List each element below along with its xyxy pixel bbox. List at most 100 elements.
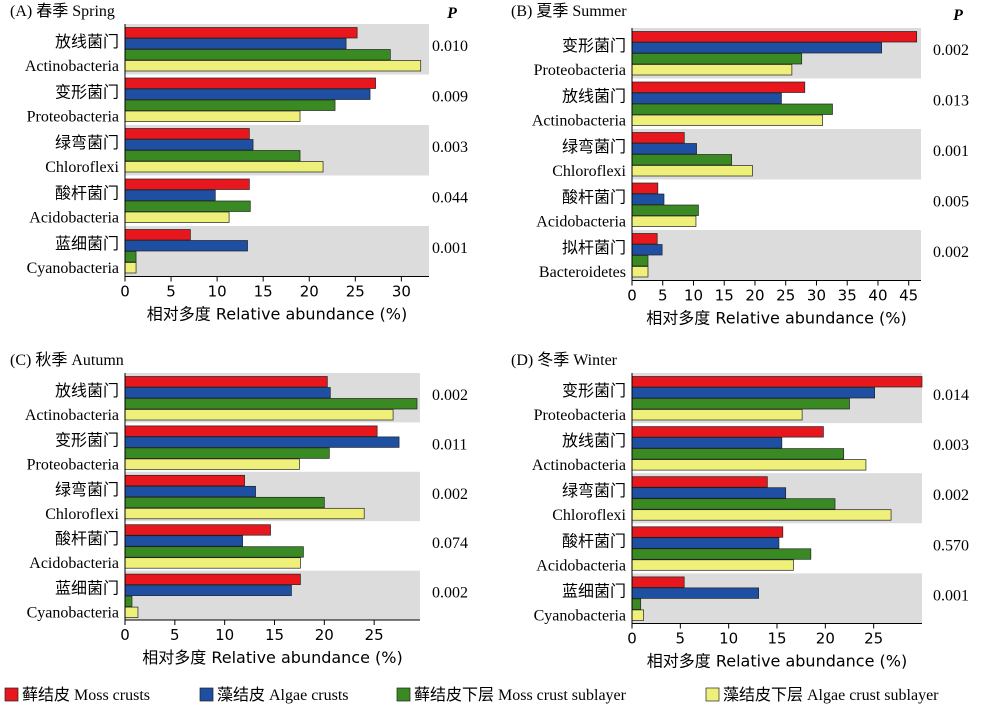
x-tick-label: 15 [715,287,734,305]
category-label-en: Proteobacteria [534,407,626,424]
bar-series-1 [124,387,331,399]
bar-series-3 [631,559,794,571]
bar-series-0 [124,425,378,437]
category-row: 酸杆菌门 Acidobacteria 0.044 [29,178,468,227]
bar-series-2 [631,53,803,65]
row-band [632,230,921,281]
category-row: 绿弯菌门 Chloroflexi 0.002 [552,476,969,524]
legend-label: 藻结皮下层 Algae crust sublayer [723,686,939,704]
category-label-cn: 酸杆菌门 [562,189,626,207]
category-row: 蓝细菌门 Cyanobacteria 0.002 [27,573,468,622]
legend-swatch [199,687,214,702]
bar-series-0 [124,77,376,89]
bar-series-0 [124,573,301,585]
legend-item: 藻结皮 Algae crusts [199,686,349,704]
panel-0: (A) 春季 Spring P 放线菌门 Actinobacteria 0.010 变形菌… [10,2,468,324]
x-tick-label: 5 [166,283,176,301]
category-label-en: Chloroflexi [45,159,119,176]
bar-series-2 [631,255,649,267]
category-label-cn: 蓝细菌门 [55,235,119,253]
bar-series-3 [124,409,394,421]
legend-swatch [396,687,411,702]
category-row: 放线菌门 Actinobacteria 0.013 [532,81,969,130]
category-row: 放线菌门 Actinobacteria 0.003 [532,426,969,474]
p-value: 0.011 [432,436,467,453]
panel-title: (B) 夏季 Summer [511,2,627,20]
legend-swatch [705,687,720,702]
category-label-en: Acidobacteria [536,557,626,574]
bar-series-3 [631,114,823,126]
panel-1: (B) 夏季 Summer P 变形菌门 Proteobacteria 0.002 放线菌… [511,2,969,328]
p-value: 0.003 [933,437,969,454]
category-label-en: Acidobacteria [536,214,626,231]
x-tick-label: 30 [392,283,411,301]
x-tick-label: 30 [807,287,826,305]
bar-series-0 [124,376,328,388]
p-value: 0.001 [933,587,969,604]
category-row: 绿弯菌门 Chloroflexi 0.002 [45,474,468,523]
panel-2: (C) 秋季 Autumn 放线菌门 Actinobacteria 0.002 变形菌门… [10,351,468,667]
category-label-en: Proteobacteria [534,62,626,79]
bar-series-0 [124,524,271,536]
panel-3: (D) 冬季 Winter 变形菌门 Proteobacteria 0.014 放线菌门… [511,351,969,671]
bar-series-2 [124,595,133,607]
p-value: 0.074 [432,535,468,552]
x-tick-label: 5 [676,630,686,648]
category-row: 变形菌门 Proteobacteria 0.011 [27,425,467,473]
category-label-cn: 放线菌门 [55,33,119,51]
bar-series-0 [631,376,923,388]
category-label-en: Actinobacteria [532,457,626,474]
category-label-en: Chloroflexi [552,507,626,524]
category-label-cn: 变形菌门 [562,37,626,55]
legend: 藓结皮 Moss crusts 藻结皮 Algae crusts 藓结皮下层 Mos… [4,686,939,704]
bar-series-3 [631,266,649,278]
p-value: 0.009 [432,89,468,106]
p-value: 0.005 [933,194,969,211]
bar-series-0 [631,526,784,538]
category-label-cn: 蓝细菌门 [55,580,119,598]
bar-series-0 [631,576,685,588]
bar-series-0 [124,128,250,140]
category-label-cn: 拟杆菌门 [562,239,626,257]
bar-series-3 [631,215,697,227]
x-tick-label: 0 [120,626,130,644]
category-label-cn: 放线菌门 [562,432,626,450]
x-tick-label: 45 [899,287,918,305]
category-row: 变形菌门 Proteobacteria 0.009 [27,77,468,126]
p-value: 0.014 [933,387,969,404]
category-label-en: Cyanobacteria [27,605,119,622]
bar-series-0 [124,178,250,190]
p-value: 0.013 [933,93,969,110]
category-label-cn: 绿弯菌门 [55,481,119,499]
category-label-cn: 变形菌门 [55,84,119,102]
bar-series-0 [631,233,658,245]
bar-series-2 [631,548,812,560]
x-axis-label: 相对多度 Relative abundance (%) [646,309,906,328]
x-tick-label: 35 [838,287,857,305]
bar-series-0 [631,426,824,438]
category-label-en: Acidobacteria [29,555,119,572]
p-header: P [446,5,457,22]
x-tick-label: 10 [215,626,234,644]
p-value: 0.001 [432,240,468,257]
bar-series-2 [631,398,850,410]
x-tick-label: 25 [346,283,365,301]
bar-series-1 [631,193,665,205]
bar-series-3 [631,609,644,621]
x-tick-label: 0 [120,283,130,301]
category-label-en: Cyanobacteria [27,260,119,277]
category-label-en: Chloroflexi [552,163,626,180]
bar-series-0 [631,182,659,194]
category-label-en: Acidobacteria [29,210,119,227]
panel-title: (D) 冬季 Winter [511,351,618,369]
bar-series-2 [124,496,325,509]
legend-item: 藻结皮下层 Algae crust sublayer [705,686,939,704]
p-value: 0.570 [933,537,969,554]
bar-series-1 [124,139,254,151]
category-label-en: Actinobacteria [532,113,626,130]
x-axis-label: 相对多度 Relative abundance (%) [142,648,402,667]
bar-series-1 [124,88,371,100]
bar-series-2 [124,251,137,263]
bar-series-1 [631,487,787,499]
